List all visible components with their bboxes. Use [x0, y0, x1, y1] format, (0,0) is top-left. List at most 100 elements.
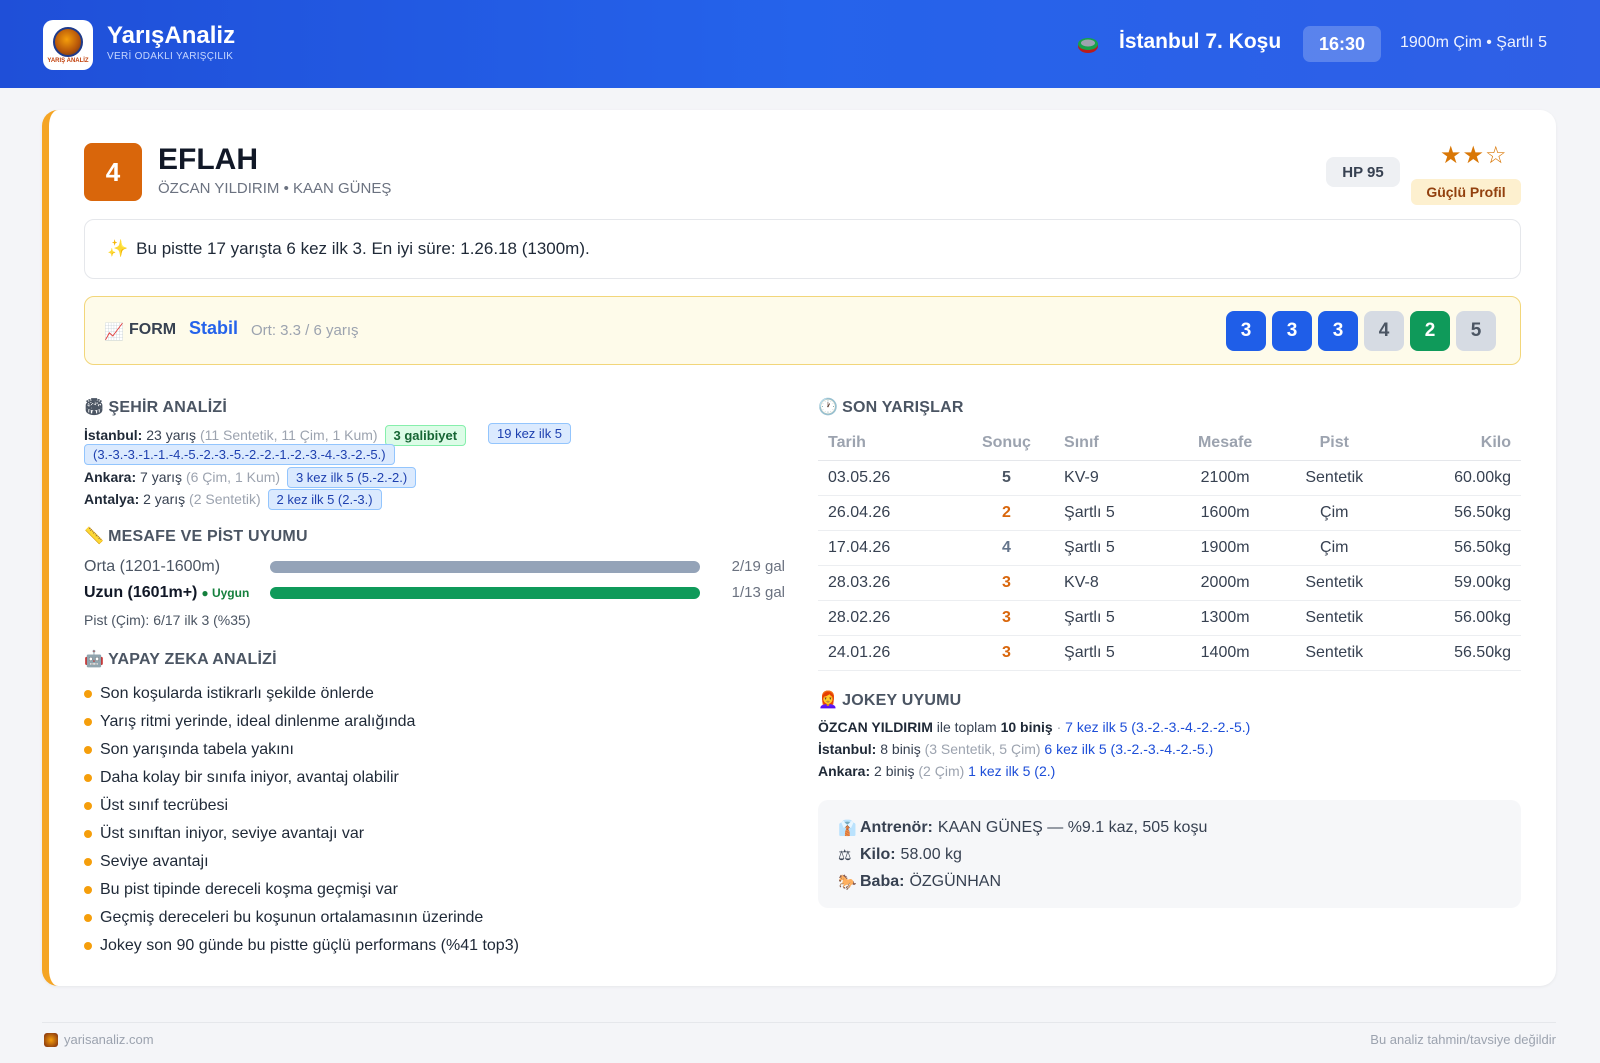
horse-info-box: 👔 Antrenör: KAAN GÜNEŞ — %9.1 kaz, 505 k…: [818, 800, 1521, 908]
table-row: 28.02.26 3 Şartlı 5 1300m Sentetik 56.00…: [818, 600, 1521, 636]
jockey-ankara-line: Ankara: 2 biniş (2 Çim) 1 kez ilk 5 (2.): [818, 763, 1056, 779]
list-item: Daha kolay bir sınıfa iniyor, avantaj ol…: [84, 764, 519, 792]
footer-site[interactable]: yarisanaliz.com: [44, 1032, 154, 1047]
list-item: Geçmiş dereceleri bu koşunun ortalamasın…: [84, 904, 519, 932]
highlight-text: Bu pistte 17 yarışta 6 kez ilk 3. En iyi…: [136, 239, 590, 258]
recent-races-title: 🕐 SON YARIŞLAR: [818, 399, 964, 416]
column-header: Sonuç: [958, 426, 1055, 461]
hippodrome-icon: [1078, 38, 1098, 53]
ruler-icon: 📏: [84, 528, 105, 545]
top-header: YARIŞ ANALİZ YarışAnaliz VERİ ODAKLI YAR…: [0, 0, 1600, 88]
bullet-icon: [84, 774, 92, 782]
logo-text: YARIŞ ANALİZ: [47, 57, 89, 64]
distance-bar-uzun: [270, 587, 700, 599]
list-item: Bu pist tipinde dereceli koşma geçmişi v…: [84, 876, 519, 904]
brand-logo[interactable]: YARIŞ ANALİZ: [43, 20, 93, 70]
horse-number-badge: 4: [84, 143, 142, 201]
brand-tagline: VERİ ODAKLI YARIŞÇILIK: [107, 51, 234, 62]
race-time-badge: 16:30: [1303, 26, 1381, 62]
ai-analysis-title: 🤖 YAPAY ZEKA ANALİZİ: [84, 651, 277, 668]
table-row: 28.03.26 3 KV-8 2000m Sentetik 59.00kg: [818, 565, 1521, 601]
wins-tag: 3 galibiyet: [384, 425, 467, 446]
city-row-antalya: Antalya: 2 yarış (2 Sentetik) 2 kez ilk …: [84, 489, 382, 510]
race-info: 1900m Çim • Şartlı 5: [1400, 34, 1547, 51]
top5-tag: 3 kez ilk 5 (5.-2.-2.): [286, 467, 417, 488]
table-row: 26.04.26 2 Şartlı 5 1600m Çim 56.50kg: [818, 495, 1521, 531]
list-item: Son koşularda istikrarlı şekilde önlerde: [84, 680, 519, 708]
top5-tag: 2 kez ilk 5 (2.-3.): [267, 489, 382, 510]
form-result: 4: [1364, 311, 1404, 351]
sire-row: 🐎 Baba: ÖZGÜNHAN: [838, 872, 1002, 891]
table-row: 17.04.26 4 Şartlı 5 1900m Çim 56.50kg: [818, 530, 1521, 566]
column-header: Pist: [1277, 426, 1391, 461]
stadium-icon: 🏟: [84, 399, 105, 416]
highlight-box: ✨ Bu pistte 17 yarışta 6 kez ilk 3. En i…: [84, 219, 1521, 279]
profile-badge: Güçlü Profil: [1411, 179, 1521, 205]
race-title: İstanbul 7. Koşu: [1119, 30, 1282, 53]
tie-icon: 👔: [838, 819, 857, 837]
jockey-icon: 👩‍🦰: [818, 692, 839, 709]
bullet-icon: [84, 690, 92, 698]
list-item: Üst sınıf tecrübesi: [84, 792, 519, 820]
footer-divider: [42, 1022, 1556, 1023]
clock-icon: 🕐: [818, 399, 839, 416]
list-item: Seviye avantajı: [84, 848, 519, 876]
bullet-icon: [84, 942, 92, 950]
ai-analysis-list: Son koşularda istikrarlı şekilde önlerde…: [84, 680, 519, 960]
site-logo-icon: [44, 1032, 58, 1047]
form-result: 3: [1226, 311, 1266, 351]
jockey-fit-title: 👩‍🦰 JOKEY UYUMU: [818, 692, 962, 709]
column-header: Tarih: [818, 426, 959, 461]
city-analysis-title: 🏟 ŞEHİR ANALİZİ: [84, 399, 227, 416]
hp-badge: HP 95: [1326, 157, 1400, 187]
jockey-istanbul-line: İstanbul: 8 biniş (3 Sentetik, 5 Çim) 6 …: [818, 741, 1214, 757]
city-row-istanbul: İstanbul: 23 yarış (11 Sentetik, 11 Çim,…: [84, 425, 467, 446]
brand-name[interactable]: YarışAnaliz: [107, 22, 236, 49]
distance-label-orta: Orta (1201-1600m): [84, 558, 221, 575]
horse-logo-icon: [53, 26, 83, 57]
form-result: 2: [1410, 311, 1450, 351]
table-row: 03.05.26 5 KV-9 2100m Sentetik 60.00kg: [818, 460, 1521, 496]
bullet-icon: [84, 886, 92, 894]
form-average: Ort: 3.3 / 6 yarış: [251, 322, 359, 339]
rating-stars-icon: ★★☆: [1440, 142, 1508, 169]
bullet-icon: [84, 914, 92, 922]
horse-icon: 🐎: [838, 873, 857, 891]
form-box: 📈 FORM Stabil Ort: 3.3 / 6 yarış 3 3 3 4…: [84, 296, 1521, 365]
form-label: FORM: [129, 321, 177, 338]
form-results: 3 3 3 4 2 5: [1226, 311, 1496, 351]
sparkle-icon: ✨: [107, 239, 129, 258]
robot-icon: 🤖: [84, 651, 105, 668]
form-result: 3: [1272, 311, 1312, 351]
horse-name: EFLAH: [158, 143, 258, 176]
recent-races-table: Tarih Sonuç Sınıf Mesafe Pist Kilo 03.05…: [818, 426, 1521, 671]
chart-up-icon: 📈: [104, 324, 124, 341]
column-header: Mesafe: [1172, 426, 1278, 461]
table-row: 24.01.26 3 Şartlı 5 1400m Sentetik 56.50…: [818, 635, 1521, 671]
distance-stat-orta: 2/19 gal: [731, 558, 785, 575]
list-item: Yarış ritmi yerinde, ideal dinlenme aral…: [84, 708, 519, 736]
table-header-row: Tarih Sonuç Sınıf Mesafe Pist Kilo: [818, 426, 1521, 461]
pist-stat: Pist (Çim): 6/17 ilk 3 (%35): [84, 612, 251, 628]
footer-disclaimer: Bu analiz tahmin/tavsiye değildir: [1370, 1032, 1556, 1047]
distance-title: 📏 MESAFE VE PİST UYUMU: [84, 528, 308, 545]
list-item: Üst sınıftan iniyor, seviye avantajı var: [84, 820, 519, 848]
bullet-icon: [84, 830, 92, 838]
bullet-icon: [84, 718, 92, 726]
bullet-icon: [84, 746, 92, 754]
jockey-total-line: ÖZCAN YILDIRIM ile toplam 10 biniş · 7 k…: [818, 719, 1251, 735]
list-item: Jokey son 90 günde bu pistte güçlü perfo…: [84, 932, 519, 960]
form-result: 3: [1318, 311, 1358, 351]
top5-tag-continued: (3.-3.-3.-1.-1.-4.-5.-2.-3.-5.-2.-2.-1.-…: [84, 444, 395, 465]
trainer-row: 👔 Antrenör: KAAN GÜNEŞ — %9.1 kaz, 505 k…: [838, 818, 1208, 837]
distance-stat-uzun: 1/13 gal: [731, 584, 785, 601]
list-item: Son yarışında tabela yakını: [84, 736, 519, 764]
top5-tag: 19 kez ilk 5: [488, 423, 572, 444]
column-header: Sınıf: [1054, 426, 1173, 461]
form-result: 5: [1456, 311, 1496, 351]
bullet-icon: [84, 858, 92, 866]
city-row-ankara: Ankara: 7 yarış (6 Çim, 1 Kum) 3 kez ilk…: [84, 467, 417, 488]
form-status: Stabil: [189, 318, 239, 338]
weight-row: ⚖ Kilo: 58.00 kg: [838, 845, 962, 864]
column-header: Kilo: [1390, 426, 1521, 461]
